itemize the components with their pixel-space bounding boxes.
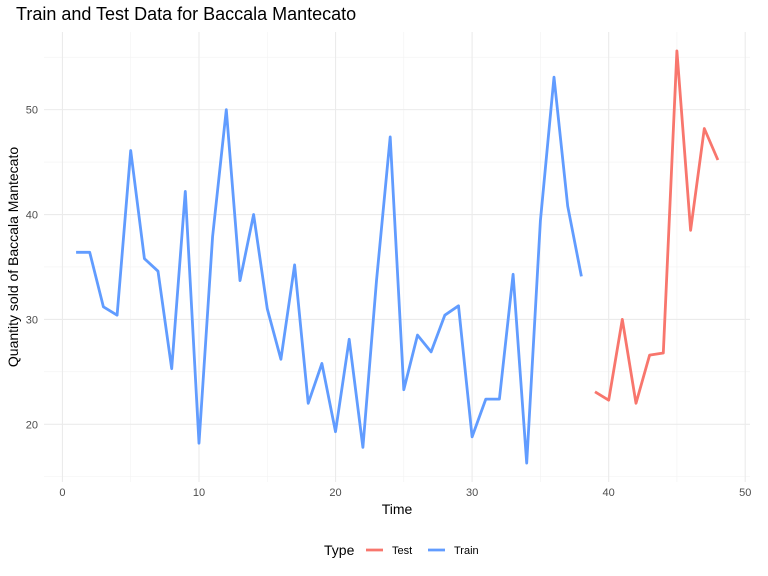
- y-tick-label: 20: [26, 419, 38, 431]
- x-tick-label: 20: [329, 487, 341, 499]
- x-tick-label: 0: [59, 487, 65, 499]
- series-line-test: [594, 49, 720, 405]
- y-axis-title: Quantity sold of Baccala Mantecato: [5, 147, 21, 367]
- y-tick-labels: 20 30 40 50: [26, 105, 38, 432]
- y-tick-label: 50: [26, 105, 38, 117]
- chart-title: Train and Test Data for Baccala Mantecat…: [16, 4, 356, 24]
- y-tick-label: 30: [26, 314, 38, 326]
- y-tick-label: 40: [26, 210, 38, 222]
- series-line-train: [76, 75, 583, 465]
- x-axis-title: Time: [382, 501, 413, 517]
- series-layer: [76, 49, 720, 465]
- legend-label-test: Test: [392, 545, 412, 557]
- legend-title: Type: [324, 542, 355, 558]
- x-tick-label: 50: [739, 487, 751, 499]
- legend-label-train: Train: [454, 545, 479, 557]
- legend: Type Test Train: [324, 542, 479, 558]
- x-tick-label: 30: [466, 487, 478, 499]
- x-tick-labels: 0 10 20 30 40 50: [59, 487, 751, 499]
- x-tick-label: 10: [193, 487, 205, 499]
- grid: [44, 32, 750, 482]
- x-tick-label: 40: [603, 487, 615, 499]
